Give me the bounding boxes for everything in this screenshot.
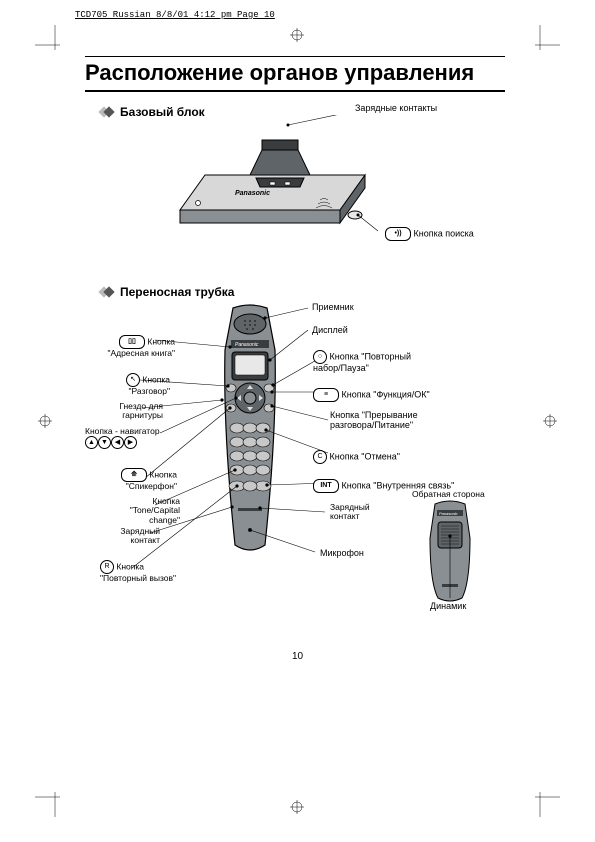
title-rule-top [85,56,505,57]
base-unit-diagram: Panasonic [140,115,400,265]
section-handset-title: Переносная трубка [120,285,234,299]
callout-speakerphone: ⟰ Кнопка "Спикерфон" [102,468,177,491]
diamond-bullet-icon [100,105,114,119]
page-title: Расположение органов управления [85,60,474,86]
section-handset-header: Переносная трубка [100,285,234,299]
redial-icon: ○ [313,350,327,364]
page-number: 10 [292,651,303,662]
callout-receiver: Приемник [312,303,354,313]
callout-microphone: Микрофон [320,549,364,559]
callout-charge-contact-r: Зарядный контакт [330,503,390,522]
svg-text:Panasonic: Panasonic [235,190,270,197]
callout-headset-jack: Гнездо для гарнитуры [95,402,163,421]
callout-tone: Кнопка "Tone/Capital change" [110,497,180,525]
book-icon: ▯▯ [119,335,145,349]
print-header: TCD705 Russian 8/8/01 4:12 pm Page 10 [75,10,275,20]
callout-speaker: Динамик [430,602,466,612]
intercom-icon: INT [313,479,339,493]
recall-icon: R [100,560,114,574]
callout-search-button: •)) Кнопка поиска [385,227,474,241]
talk-icon: ↖ [126,373,140,387]
callout-charge-contacts: Зарядные контакты [355,104,437,114]
nav-icons: ▲▼◀▶ [85,436,195,449]
sound-icon: •)) [385,227,411,241]
callout-off-power: Кнопка "Прерывание разговора/Питание" [330,411,440,431]
callout-recall: R Кнопка "Повторный вызов" [100,560,180,583]
callout-redial: ○ Кнопка "Повторный набор/Пауза" [313,350,423,374]
callout-display: Дисплей [312,326,348,336]
speakerphone-icon: ⟰ [121,468,147,482]
callout-function-ok: ≡ Кнопка "Функция/ОК" [313,388,430,402]
cancel-icon: C [313,450,327,464]
callout-navigator: Кнопка - навигатор ▲▼◀▶ [85,427,195,449]
menu-icon: ≡ [313,388,339,402]
title-rule-bottom [85,90,505,92]
callout-back-side: Обратная сторона [412,490,502,499]
callout-cancel: C Кнопка "Отмена" [313,450,400,464]
diamond-bullet-icon [100,285,114,299]
callout-addressbook: ▯▯ Кнопка "Адресная книга" [105,335,175,358]
callout-charge-contact-l: Зарядный контакт [100,527,160,546]
callout-talk: ↖ Кнопка "Разговор" [105,373,170,396]
